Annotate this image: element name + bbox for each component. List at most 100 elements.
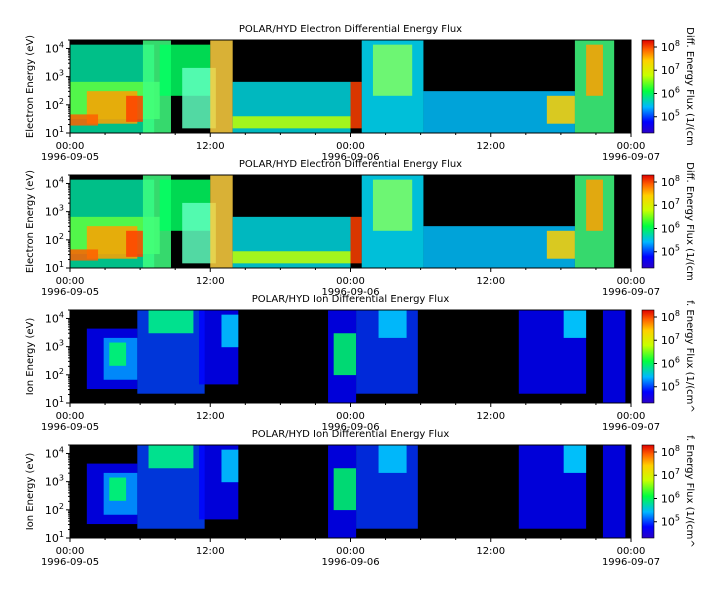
spectrogram-band <box>546 95 575 124</box>
x-tick-label: 12:00 <box>196 276 225 287</box>
x-tick-label: 12:00 <box>196 141 225 152</box>
colorbar-tick-label: 107 <box>661 197 680 212</box>
colorbar-label: f. Energy Flux (1/(cm^ <box>684 300 695 412</box>
y-tick-label: 104 <box>45 310 64 325</box>
panel-3: POLAR/HYD Ion Differential Energy Flux 10… <box>25 294 695 433</box>
spectrogram-band <box>232 116 351 129</box>
colorbar-tick-label: 108 <box>661 174 680 189</box>
colorbar-tick-label: 108 <box>661 309 680 324</box>
y-tick-label: 103 <box>45 339 64 354</box>
x-tick-label: 12:00 <box>476 276 505 287</box>
y-axis-label: Electron Energy (eV) <box>25 170 36 273</box>
x-tick-label: 12:00 <box>196 411 225 422</box>
colorbar-tick-label: 105 <box>661 514 680 529</box>
colorbar-tick-label: 107 <box>661 467 680 482</box>
y-tick-label: 102 <box>45 232 64 247</box>
spectrogram-band <box>109 342 127 366</box>
x-tick-label: 00:00 <box>336 411 365 422</box>
y-tick-label: 101 <box>45 125 64 140</box>
x-tick-label: 00:00 <box>56 141 85 152</box>
x-tick-label: 00:00 <box>617 411 646 422</box>
x-tick-label: 12:00 <box>476 546 505 557</box>
y-axis-label: Electron Energy (eV) <box>25 35 36 138</box>
panel-4: POLAR/HYD Ion Differential Energy Flux 10… <box>25 429 695 568</box>
x-tick-label: 12:00 <box>476 411 505 422</box>
x-tick-label: 00:00 <box>56 546 85 557</box>
spectrogram-band <box>563 445 587 473</box>
y-axis-label: Ion Energy (eV) <box>25 318 36 396</box>
colorbar-label: Diff. Energy Flux (1/(cm <box>684 27 695 146</box>
x-tick-date-label: 1996-09-06 <box>321 287 379 298</box>
x-tick-label: 00:00 <box>336 546 365 557</box>
colorbar-tick-label: 107 <box>661 62 680 77</box>
x-tick-label: 00:00 <box>336 276 365 287</box>
y-tick-label: 104 <box>45 445 64 460</box>
x-tick-date-label: 1996-09-05 <box>41 287 99 298</box>
spectrogram-band <box>221 314 239 348</box>
spectrogram-band <box>70 114 99 126</box>
spectrogram-band <box>602 445 626 538</box>
spectrogram-band <box>109 477 127 501</box>
colorbar <box>641 39 655 134</box>
y-tick-label: 103 <box>45 69 64 84</box>
y-tick-label: 101 <box>45 530 64 545</box>
colorbar-tick-label: 105 <box>661 379 680 394</box>
y-tick-label: 102 <box>45 367 64 382</box>
spectrogram-band <box>148 445 194 469</box>
colorbar <box>641 444 655 539</box>
spectrogram-band <box>350 216 362 264</box>
spectrogram-band <box>126 230 143 257</box>
x-tick-label: 00:00 <box>617 141 646 152</box>
spectrogram-band <box>563 310 587 338</box>
colorbar-label: f. Energy Flux (1/(cm^ <box>684 435 695 547</box>
spectrogram-band <box>70 249 99 261</box>
spectrogram-band <box>372 179 413 231</box>
x-tick-date-label: 1996-09-05 <box>41 152 99 163</box>
x-tick-date-label: 1996-09-07 <box>602 152 660 163</box>
y-tick-label: 101 <box>45 395 64 410</box>
panel-title: POLAR/HYD Electron Differential Energy F… <box>239 159 462 170</box>
spectrogram-band <box>378 310 407 338</box>
spectrogram-band <box>378 445 407 473</box>
y-tick-label: 102 <box>45 502 64 517</box>
x-tick-date-label: 1996-09-05 <box>41 422 99 433</box>
x-tick-date-label: 1996-09-07 <box>602 422 660 433</box>
panel-title: POLAR/HYD Electron Differential Energy F… <box>239 24 462 35</box>
x-tick-date-label: 1996-09-07 <box>602 557 660 568</box>
y-tick-label: 102 <box>45 97 64 112</box>
x-tick-label: 00:00 <box>56 411 85 422</box>
colorbar-tick-label: 107 <box>661 332 680 347</box>
panel-1: POLAR/HYD Electron Differential Energy F… <box>25 24 695 163</box>
y-tick-label: 101 <box>45 260 64 275</box>
panel-title: POLAR/HYD Ion Differential Energy Flux <box>252 429 450 440</box>
spectrogram-band <box>546 230 575 259</box>
spectrogram-band <box>210 40 233 133</box>
colorbar-tick-label: 106 <box>661 490 680 505</box>
colorbar-tick-label: 106 <box>661 220 680 235</box>
y-tick-label: 103 <box>45 204 64 219</box>
spectrogram-band <box>210 175 233 268</box>
x-tick-date-label: 1996-09-06 <box>321 152 379 163</box>
y-tick-label: 104 <box>45 175 64 190</box>
x-tick-label: 00:00 <box>336 141 365 152</box>
x-tick-label: 12:00 <box>476 141 505 152</box>
colorbar-tick-label: 105 <box>661 109 680 124</box>
spectrogram-band <box>148 310 194 334</box>
colorbar-tick-label: 106 <box>661 85 680 100</box>
colorbar <box>641 309 655 404</box>
colorbar-tick-label: 106 <box>661 355 680 370</box>
panel-title: POLAR/HYD Ion Differential Energy Flux <box>252 294 450 305</box>
colorbar <box>641 174 655 269</box>
x-tick-label: 12:00 <box>196 546 225 557</box>
colorbar-label: Diff. Energy Flux (1/(cm <box>684 162 695 281</box>
x-tick-label: 00:00 <box>56 276 85 287</box>
y-axis-label: Ion Energy (eV) <box>25 453 36 531</box>
x-tick-label: 00:00 <box>617 546 646 557</box>
spectrogram-band <box>232 251 351 264</box>
x-tick-date-label: 1996-09-05 <box>41 557 99 568</box>
colorbar-tick-label: 108 <box>661 39 680 54</box>
y-tick-label: 103 <box>45 474 64 489</box>
panel-2: POLAR/HYD Electron Differential Energy F… <box>25 159 695 298</box>
spectrogram-band <box>586 179 603 231</box>
